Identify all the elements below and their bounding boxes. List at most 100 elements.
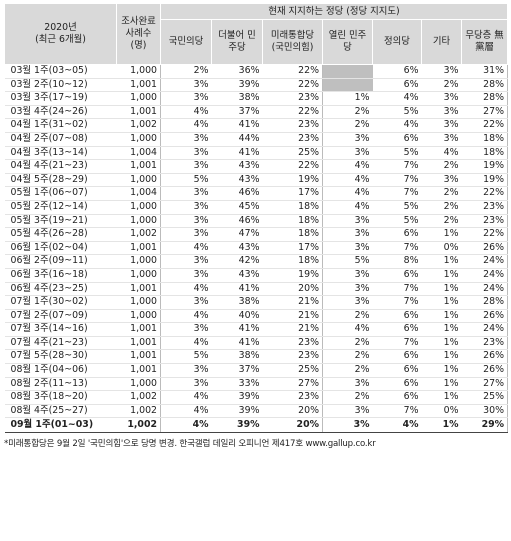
sample-size-cell: 1,001	[116, 349, 161, 365]
value-cell-party-independent: 23%	[461, 200, 509, 215]
column-header-party-independent: 무당층 無黨層	[460, 19, 509, 65]
table-row: 04월 5주(28~29) 1,000 5% 43% 19% 4% 7% 3% 19%	[4, 173, 509, 188]
sample-size-cell: 1,002	[116, 404, 161, 419]
value-cell-party-open-democratic: 2%	[322, 336, 373, 351]
value-cell-party-united-future: 21%	[262, 322, 323, 337]
value-cell-party-other: 1%	[421, 349, 462, 365]
period-cell: 08월 2주(11~13)	[4, 377, 117, 392]
value-cell-party-other: 2%	[421, 186, 462, 201]
sample-size-cell: 1,004	[116, 146, 161, 161]
value-cell-party-democratic: 41%	[211, 146, 263, 161]
period-cell: 04월 5주(28~29)	[4, 173, 117, 188]
value-cell-party-kookmin: 3%	[160, 268, 212, 283]
value-cell-party-kookmin: 3%	[160, 227, 212, 242]
value-cell-party-democratic: 41%	[211, 322, 263, 337]
value-cell-party-kookmin: 4%	[160, 282, 212, 297]
table-row: 07월 1주(30~02) 1,000 3% 38% 21% 3% 7% 1% 28%	[4, 295, 509, 310]
period-cell: 08월 4주(25~27)	[4, 404, 117, 419]
value-cell-party-united-future: 18%	[262, 200, 323, 215]
value-cell-party-other: 3%	[421, 91, 462, 106]
value-cell-party-other: 1%	[421, 227, 462, 242]
value-cell-party-independent: 28%	[461, 78, 509, 93]
value-cell-party-open-democratic: 1%	[322, 91, 373, 106]
value-cell-party-united-future: 23%	[262, 132, 323, 147]
value-cell-party-justice: 7%	[372, 295, 422, 310]
value-cell-party-independent: 23%	[461, 336, 509, 351]
value-cell-party-open-democratic: 3%	[322, 377, 373, 392]
value-cell-party-other: 0%	[421, 240, 462, 256]
table-row: 08월 1주(04~06) 1,001 3% 37% 25% 2% 6% 1% 26%	[4, 363, 509, 378]
table-row: 06월 1주(02~04) 1,001 4% 43% 17% 3% 7% 0% 26%	[4, 240, 509, 256]
value-cell-party-united-future: 20%	[262, 404, 323, 419]
value-cell-party-other: 3%	[421, 173, 462, 188]
sample-size-header: 조사완료 사례수 (명)	[116, 3, 161, 65]
footnote: *미래통합당은 9월 2일 '국민의힘'으로 당명 변경. 한국갤럽 데일리 오…	[4, 439, 376, 450]
period-cell: 04월 4주(21~23)	[4, 159, 117, 174]
value-cell-party-open-democratic: 3%	[322, 214, 373, 229]
table-row: 07월 2주(07~09) 1,000 4% 40% 21% 2% 6% 1% 26%	[4, 309, 509, 324]
column-header-party-justice: 정의당	[372, 19, 422, 65]
value-cell-party-united-future: 18%	[262, 214, 323, 229]
period-cell: 07월 2주(07~09)	[4, 309, 117, 324]
value-cell-party-united-future: 17%	[262, 186, 323, 201]
sample-size-cell: 1,000	[116, 254, 161, 269]
value-cell-party-open-democratic: 3%	[322, 132, 373, 147]
table-row: 04월 4주(21~23) 1,001 3% 43% 22% 4% 7% 2% 19%	[4, 159, 509, 174]
sample-size-header-text: 조사완료 사례수 (명)	[121, 16, 156, 51]
value-cell-party-other: 2%	[421, 159, 462, 174]
value-cell-party-democratic: 36%	[211, 64, 263, 79]
value-cell-party-justice: 6%	[372, 227, 422, 242]
value-cell-party-independent: 24%	[461, 322, 509, 337]
period-cell: 04월 2주(07~08)	[4, 132, 117, 147]
value-cell-party-kookmin: 3%	[160, 159, 212, 174]
value-cell-party-democratic: 39%	[211, 390, 263, 405]
period-cell: 05월 1주(06~07)	[4, 186, 117, 201]
sample-size-cell: 1,000	[116, 64, 161, 79]
value-cell-party-justice: 7%	[372, 173, 422, 188]
value-cell-party-democratic: 38%	[211, 91, 263, 106]
value-cell-party-independent: 18%	[461, 132, 509, 147]
value-cell-party-other: 1%	[421, 377, 462, 392]
value-cell-party-open-democratic: 3%	[322, 240, 373, 256]
value-cell-party-independent: 24%	[461, 282, 509, 297]
value-cell-party-democratic: 37%	[211, 363, 263, 378]
sample-size-cell: 1,001	[116, 363, 161, 378]
table-row: 06월 4주(23~25) 1,001 4% 41% 20% 3% 7% 1% 24%	[4, 282, 509, 297]
value-cell-party-independent: 31%	[461, 64, 509, 79]
value-cell-party-democratic: 40%	[211, 309, 263, 324]
value-cell-party-open-democratic: 3%	[322, 268, 373, 283]
period-header: 2020년 (최근 6개월)	[4, 3, 117, 65]
value-cell-party-kookmin: 4%	[160, 240, 212, 256]
column-header-party-kookmin: 국민의당	[160, 19, 212, 65]
sample-size-cell: 1,002	[116, 390, 161, 405]
value-cell-party-kookmin: 4%	[160, 417, 212, 434]
value-cell-party-open-democratic: 3%	[322, 282, 373, 297]
sample-size-cell: 1,000	[116, 295, 161, 310]
value-cell-party-kookmin: 3%	[160, 186, 212, 201]
value-cell-party-independent: 19%	[461, 159, 509, 174]
value-cell-party-justice: 7%	[372, 240, 422, 256]
value-cell-party-kookmin: 4%	[160, 105, 212, 120]
sample-size-cell: 1,001	[116, 159, 161, 174]
value-cell-party-kookmin: 3%	[160, 214, 212, 229]
value-cell-party-other: 1%	[421, 417, 462, 434]
period-cell: 04월 1주(31~02)	[4, 118, 117, 133]
value-cell-party-justice: 4%	[372, 91, 422, 106]
value-cell-party-open-democratic: 4%	[322, 186, 373, 201]
value-cell-party-kookmin: 4%	[160, 390, 212, 405]
value-cell-party-open-democratic: 2%	[322, 105, 373, 120]
value-cell-party-independent: 25%	[461, 390, 509, 405]
value-cell-party-united-future: 27%	[262, 377, 323, 392]
value-cell-party-justice: 6%	[372, 132, 422, 147]
total-row: 09월 1주(01~03) 1,002 4% 39% 20% 3% 4% 1% 29%	[4, 417, 509, 434]
table-row: 08월 4주(25~27) 1,002 4% 39% 20% 3% 7% 0% 30%	[4, 404, 509, 419]
value-cell-party-independent: 22%	[461, 118, 509, 133]
period-cell: 05월 3주(19~21)	[4, 214, 117, 229]
value-cell-party-democratic: 43%	[211, 268, 263, 283]
sample-size-cell: 1,002	[116, 227, 161, 242]
value-cell-party-independent: 27%	[461, 377, 509, 392]
value-cell-party-independent: 26%	[461, 363, 509, 378]
period-cell: 07월 5주(28~30)	[4, 349, 117, 365]
value-cell-party-democratic: 39%	[211, 78, 263, 93]
sample-size-cell: 1,001	[116, 78, 161, 93]
